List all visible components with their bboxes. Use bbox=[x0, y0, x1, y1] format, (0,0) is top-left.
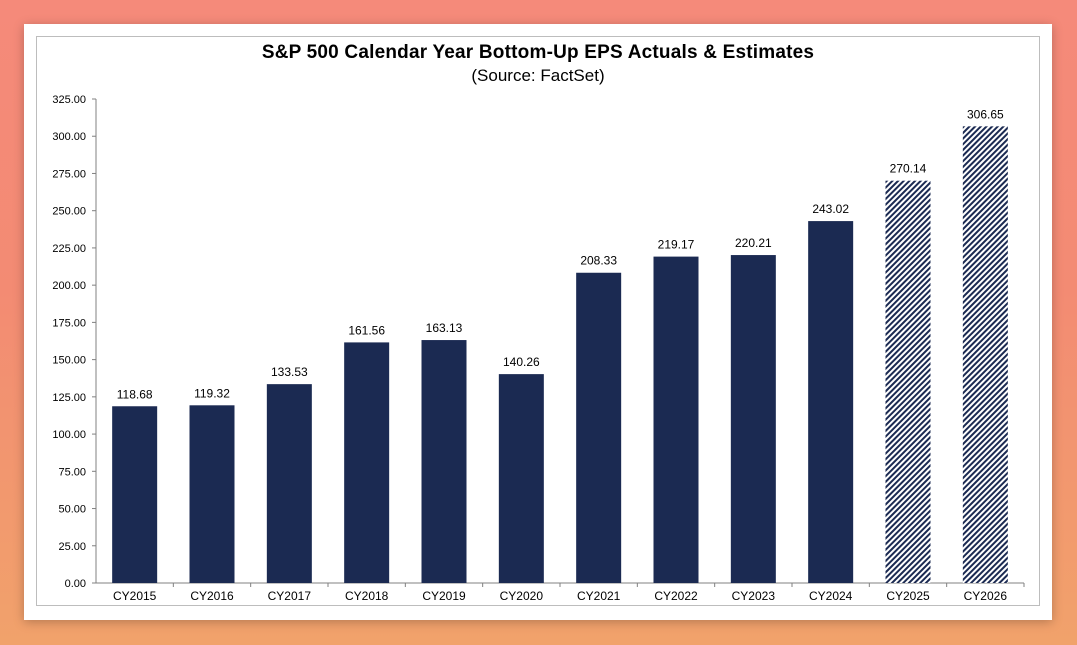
y-tick-label: 325.00 bbox=[52, 94, 86, 106]
bar-value-label: 220.21 bbox=[735, 236, 772, 250]
x-category-label: CY2016 bbox=[190, 589, 234, 603]
bar-value-label: 306.65 bbox=[967, 107, 1004, 121]
bar-value-label: 219.17 bbox=[658, 238, 695, 252]
chart-subtitle: (Source: FactSet) bbox=[471, 66, 605, 85]
bar-actual bbox=[730, 255, 776, 583]
y-tick-label: 200.00 bbox=[52, 280, 86, 292]
bar-actual bbox=[112, 406, 158, 583]
bar-actual bbox=[808, 221, 854, 583]
chart-border bbox=[36, 36, 1040, 606]
y-tick-label: 0.00 bbox=[65, 578, 86, 590]
x-category-label: CY2024 bbox=[809, 589, 853, 603]
y-tick-label: 225.00 bbox=[52, 243, 86, 255]
bar-value-label: 163.13 bbox=[426, 321, 463, 335]
x-category-label: CY2017 bbox=[268, 589, 312, 603]
bar-actual bbox=[498, 374, 544, 583]
bar-value-label: 208.33 bbox=[580, 254, 617, 268]
y-tick-label: 75.00 bbox=[58, 466, 86, 478]
bar-actual bbox=[421, 340, 467, 583]
x-category-label: CY2025 bbox=[886, 589, 930, 603]
x-category-label: CY2021 bbox=[577, 589, 621, 603]
bar-estimate bbox=[962, 126, 1008, 583]
x-category-label: CY2026 bbox=[964, 589, 1008, 603]
bar-value-label: 133.53 bbox=[271, 365, 308, 379]
x-category-label: CY2019 bbox=[422, 589, 466, 603]
bar-actual bbox=[576, 272, 622, 583]
y-tick-label: 50.00 bbox=[58, 504, 86, 516]
y-tick-label: 150.00 bbox=[52, 355, 86, 367]
chart-frame: S&P 500 Calendar Year Bottom-Up EPS Actu… bbox=[24, 24, 1052, 620]
bar-estimate bbox=[885, 180, 931, 583]
bar-chart: 0.00 25.00 50.00 75.00 100.00 125.00 150.00 175… bbox=[52, 94, 1025, 603]
y-tick-label: 250.00 bbox=[52, 206, 86, 218]
bar-value-label: 270.14 bbox=[890, 162, 927, 176]
y-tick-label: 275.00 bbox=[52, 168, 86, 180]
bar-actual bbox=[189, 405, 235, 583]
x-category-label: CY2018 bbox=[345, 589, 389, 603]
x-category-label: CY2015 bbox=[113, 589, 157, 603]
x-category-label: CY2020 bbox=[500, 589, 544, 603]
y-tick-label: 175.00 bbox=[52, 317, 86, 329]
chart-title: S&P 500 Calendar Year Bottom-Up EPS Actu… bbox=[261, 42, 815, 63]
x-category-label: CY2023 bbox=[732, 589, 776, 603]
y-tick-label: 25.00 bbox=[58, 541, 86, 553]
y-tick-label: 300.00 bbox=[52, 131, 86, 143]
bar-value-label: 243.02 bbox=[812, 202, 849, 216]
bar-value-label: 161.56 bbox=[348, 323, 385, 337]
x-category-label: CY2022 bbox=[654, 589, 698, 603]
y-tick-label: 100.00 bbox=[52, 429, 86, 441]
bar-actual bbox=[653, 256, 699, 583]
y-tick-label: 125.00 bbox=[52, 392, 86, 404]
bar-actual bbox=[266, 384, 312, 583]
bar-value-label: 119.32 bbox=[194, 386, 230, 400]
bar-actual bbox=[344, 342, 390, 583]
bar-value-label: 118.68 bbox=[117, 387, 153, 401]
bar-value-label: 140.26 bbox=[503, 355, 540, 369]
